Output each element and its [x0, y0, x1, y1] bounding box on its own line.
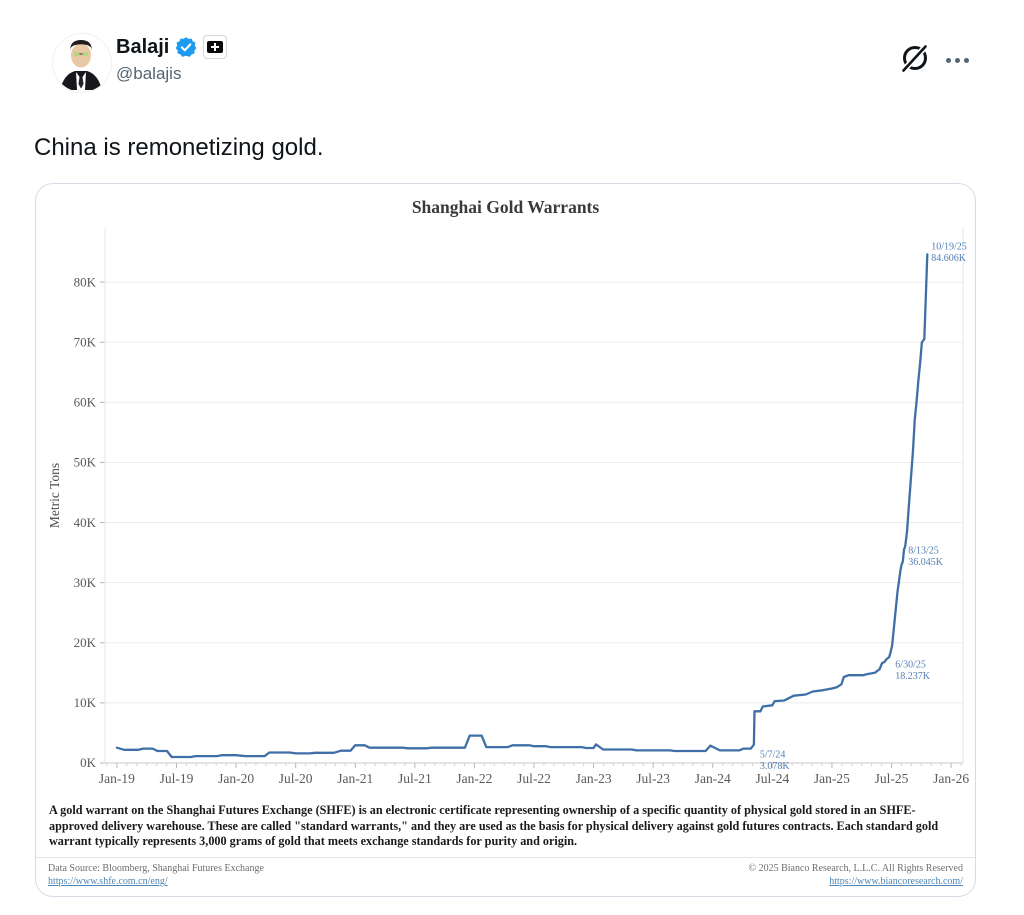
svg-text:Jul-20: Jul-20	[279, 771, 313, 786]
svg-text:Jul-23: Jul-23	[636, 771, 670, 786]
more-options-button[interactable]	[946, 50, 980, 70]
svg-text:Metric Tons: Metric Tons	[47, 463, 62, 528]
svg-text:60K: 60K	[74, 395, 97, 410]
chart-footnote: A gold warrant on the Shanghai Futures E…	[49, 803, 939, 849]
data-source-text: Data Source: Bloomberg, Shanghai Futures…	[48, 863, 264, 874]
svg-text:70K: 70K	[74, 334, 97, 349]
svg-text:5/7/243.078K: 5/7/24 3.078K	[760, 749, 791, 772]
handle: @balajis	[116, 64, 182, 83]
copyright-text: © 2025 Bianco Research, L.L.C. All Right…	[748, 863, 963, 874]
svg-text:Jul-21: Jul-21	[398, 771, 432, 786]
copyright-link[interactable]: https://www.biancoresearch.com/	[829, 876, 963, 887]
svg-text:Jan-21: Jan-21	[337, 771, 373, 786]
avatar-illustration	[53, 34, 109, 90]
svg-text:Jul-19: Jul-19	[160, 771, 194, 786]
svg-text:Jul-25: Jul-25	[875, 771, 909, 786]
svg-text:Jul-24: Jul-24	[755, 771, 789, 786]
svg-text:Jan-19: Jan-19	[99, 771, 135, 786]
svg-text:30K: 30K	[74, 575, 97, 590]
grok-icon[interactable]	[899, 42, 930, 75]
svg-text:20K: 20K	[74, 635, 97, 650]
data-source-link[interactable]: https://www.shfe.com.cn/eng/	[48, 876, 168, 887]
chart-svg: 0K 10K 20K 30K 40K 50K 60K 70K 80K Jan-19 Jul-19 Ja…	[47, 228, 969, 786]
svg-text:Jan-26: Jan-26	[933, 771, 969, 786]
svg-text:Jan-24: Jan-24	[695, 771, 731, 786]
chart-card[interactable]: Shanghai Gold Warrants 0K 10K 20K 30K 40K 50K…	[35, 183, 976, 897]
card-footer: Data Source: Bloomberg, Shanghai Futures…	[48, 862, 963, 888]
display-name[interactable]: Balaji	[116, 35, 170, 58]
svg-text:0K: 0K	[80, 755, 97, 770]
svg-text:Jul-22: Jul-22	[517, 771, 551, 786]
svg-text:50K: 50K	[74, 455, 97, 470]
svg-text:80K: 80K	[74, 274, 97, 289]
svg-text:10K: 10K	[74, 695, 97, 710]
affiliate-badge-icon[interactable]	[203, 35, 228, 59]
svg-text:Jan-22: Jan-22	[456, 771, 492, 786]
avatar[interactable]	[52, 33, 112, 93]
chart-title: Shanghai Gold Warrants	[411, 197, 600, 217]
svg-text:Jan-23: Jan-23	[576, 771, 612, 786]
footer-divider	[36, 857, 975, 858]
tweet-text: China is remonetizing gold.	[34, 134, 324, 161]
svg-text:Jan-20: Jan-20	[218, 771, 254, 786]
name-row: Balaji	[116, 35, 228, 59]
svg-text:40K: 40K	[74, 515, 97, 530]
verified-badge-icon	[175, 37, 197, 57]
svg-text:Jan-25: Jan-25	[814, 771, 850, 786]
